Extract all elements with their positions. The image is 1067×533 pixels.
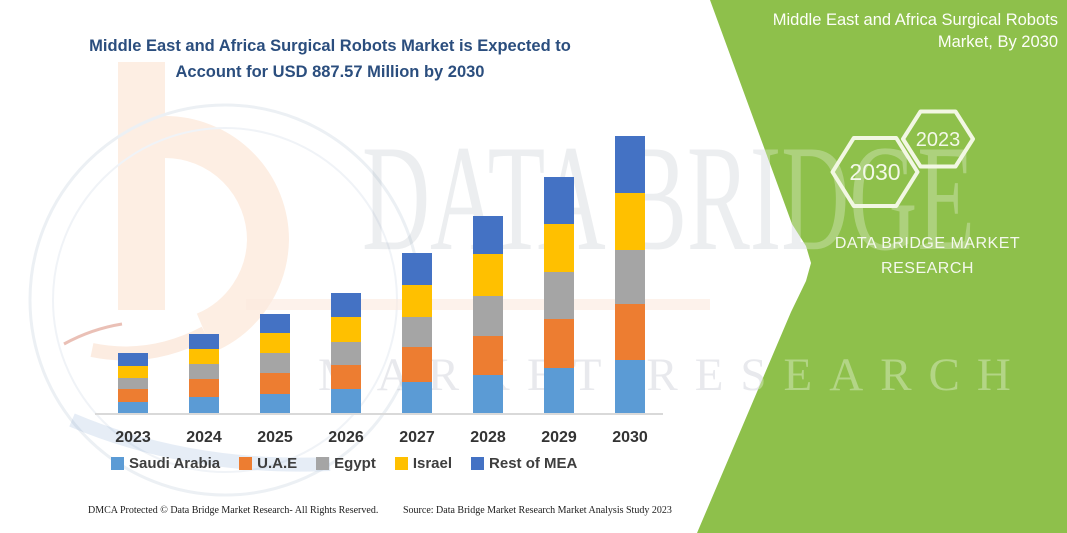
bar-segment-israel-2024 bbox=[189, 349, 219, 365]
legend-item-israel: Israel bbox=[394, 455, 453, 472]
legend-label-israel: Israel bbox=[412, 455, 453, 472]
bar-segment-rest-of-mea-2030 bbox=[615, 135, 645, 193]
bar-segment-rest-of-mea-2029 bbox=[544, 176, 574, 224]
bar-segment-egypt-2027 bbox=[402, 316, 432, 348]
bar-segment-u-a-e-2024 bbox=[189, 379, 219, 398]
legend-swatch-saudi-arabia bbox=[111, 457, 124, 470]
hexagon-2023-icon bbox=[901, 109, 975, 169]
brand-name: DATA BRIDGE MARKET RESEARCH bbox=[795, 231, 1060, 281]
bar-segment-israel-2023 bbox=[118, 365, 148, 378]
legend-item-egypt: Egypt bbox=[316, 455, 376, 472]
hexagon-2030-icon bbox=[830, 136, 920, 208]
bar-2025 bbox=[260, 314, 290, 413]
bar-segment-israel-2025 bbox=[260, 333, 290, 354]
watermark-red-arc bbox=[63, 322, 123, 346]
bar-segment-israel-2029 bbox=[544, 223, 574, 273]
brand-line1: DATA BRIDGE MARKET bbox=[834, 235, 1021, 252]
watermark-blue-arc bbox=[69, 413, 331, 472]
bar-2024 bbox=[189, 333, 219, 413]
bar-segment-u-a-e-2029 bbox=[544, 318, 574, 369]
bar-segment-u-a-e-2028 bbox=[473, 336, 503, 375]
bar-segment-israel-2027 bbox=[402, 285, 432, 317]
chart-legend: Saudi Arabia U.A.E Egypt Israel Rest of MEA bbox=[111, 455, 577, 472]
bar-segment-rest-of-mea-2026 bbox=[331, 293, 361, 317]
bar-segment-saudi-arabia-2026 bbox=[331, 389, 361, 413]
bar-segment-egypt-2028 bbox=[473, 296, 503, 337]
bar-segment-saudi-arabia-2030 bbox=[615, 359, 645, 413]
legend-label-egypt: Egypt bbox=[334, 455, 376, 472]
bar-segment-u-a-e-2030 bbox=[615, 304, 645, 360]
x-tick-2029: 2029 bbox=[541, 429, 577, 446]
bar-2026 bbox=[331, 293, 361, 413]
chart-title: Middle East and Africa Surgical Robots M… bbox=[85, 33, 575, 85]
bar-segment-u-a-e-2027 bbox=[402, 347, 432, 383]
legend-item-u-a-e: U.A.E bbox=[239, 455, 297, 472]
bar-segment-egypt-2024 bbox=[189, 364, 219, 380]
hexagon-2030-label: 2030 bbox=[849, 159, 900, 185]
bar-segment-israel-2030 bbox=[615, 192, 645, 250]
legend-swatch-u-a-e bbox=[239, 457, 253, 470]
legend-swatch-egypt bbox=[316, 457, 330, 470]
legend-label-saudi-arabia: Saudi Arabia bbox=[129, 455, 221, 472]
bar-segment-israel-2026 bbox=[331, 316, 361, 343]
bar-segment-rest-of-mea-2028 bbox=[473, 216, 503, 254]
hexagon-2023-label: 2023 bbox=[916, 129, 961, 151]
bar-2030 bbox=[615, 135, 645, 413]
bar-segment-egypt-2026 bbox=[331, 342, 361, 365]
legend-swatch-rest-of-mea bbox=[471, 457, 485, 470]
logo-b-bowl bbox=[164, 116, 290, 353]
bar-segment-rest-of-mea-2027 bbox=[402, 253, 432, 286]
bar-segment-saudi-arabia-2025 bbox=[260, 394, 290, 413]
bar-segment-u-a-e-2026 bbox=[331, 365, 361, 389]
bar-segment-egypt-2023 bbox=[118, 377, 148, 390]
source-note: Source: Data Bridge Market Research Mark… bbox=[403, 505, 672, 516]
dmca-notice: DMCA Protected © Data Bridge Market Rese… bbox=[88, 505, 379, 516]
legend-item-saudi-arabia: Saudi Arabia bbox=[111, 455, 220, 472]
x-tick-2025: 2025 bbox=[257, 429, 293, 446]
chart-title-line1: Middle East and Africa Surgical Robots M… bbox=[89, 37, 571, 55]
bar-segment-israel-2028 bbox=[473, 253, 503, 297]
legend-label-u-a-e: U.A.E bbox=[257, 455, 298, 472]
hexagon-badges: 2030 2023 bbox=[830, 109, 975, 208]
x-axis-line bbox=[95, 413, 663, 415]
bar-segment-rest-of-mea-2023 bbox=[118, 352, 148, 366]
legend-label-rest-of-mea: Rest of MEA bbox=[489, 455, 578, 472]
bar-segment-egypt-2029 bbox=[544, 272, 574, 319]
bar-segment-saudi-arabia-2029 bbox=[544, 368, 574, 413]
bar-segment-saudi-arabia-2027 bbox=[402, 382, 432, 413]
x-tick-2026: 2026 bbox=[328, 429, 364, 446]
side-panel-heading: Middle East and Africa Surgical Robots M… bbox=[772, 11, 1058, 51]
bar-segment-saudi-arabia-2023 bbox=[118, 401, 148, 413]
bar-segment-saudi-arabia-2024 bbox=[189, 397, 219, 413]
bar-segment-egypt-2025 bbox=[260, 353, 290, 374]
bar-segment-u-a-e-2023 bbox=[118, 389, 148, 402]
logo-b-stem bbox=[118, 62, 165, 310]
bar-segment-saudi-arabia-2028 bbox=[473, 374, 503, 413]
bar-segment-egypt-2030 bbox=[615, 249, 645, 305]
x-tick-2024: 2024 bbox=[186, 429, 222, 446]
legend-item-rest-of-mea: Rest of MEA bbox=[471, 455, 577, 472]
bar-segment-rest-of-mea-2025 bbox=[260, 314, 290, 334]
bar-segment-rest-of-mea-2024 bbox=[189, 333, 219, 350]
legend-swatch-israel bbox=[394, 457, 408, 470]
x-tick-2023: 2023 bbox=[115, 429, 151, 446]
chart-title-line2: Account for USD 887.57 Million by 2030 bbox=[175, 63, 485, 81]
brand-line2: RESEARCH bbox=[881, 260, 974, 277]
bar-segment-u-a-e-2025 bbox=[260, 373, 290, 394]
x-tick-2028: 2028 bbox=[470, 429, 506, 446]
bar-2029 bbox=[544, 176, 574, 413]
bar-2028 bbox=[473, 216, 503, 413]
x-tick-2030: 2030 bbox=[612, 429, 648, 446]
x-tick-2027: 2027 bbox=[399, 429, 435, 446]
bar-2023 bbox=[118, 352, 148, 413]
bar-2027 bbox=[402, 253, 432, 413]
